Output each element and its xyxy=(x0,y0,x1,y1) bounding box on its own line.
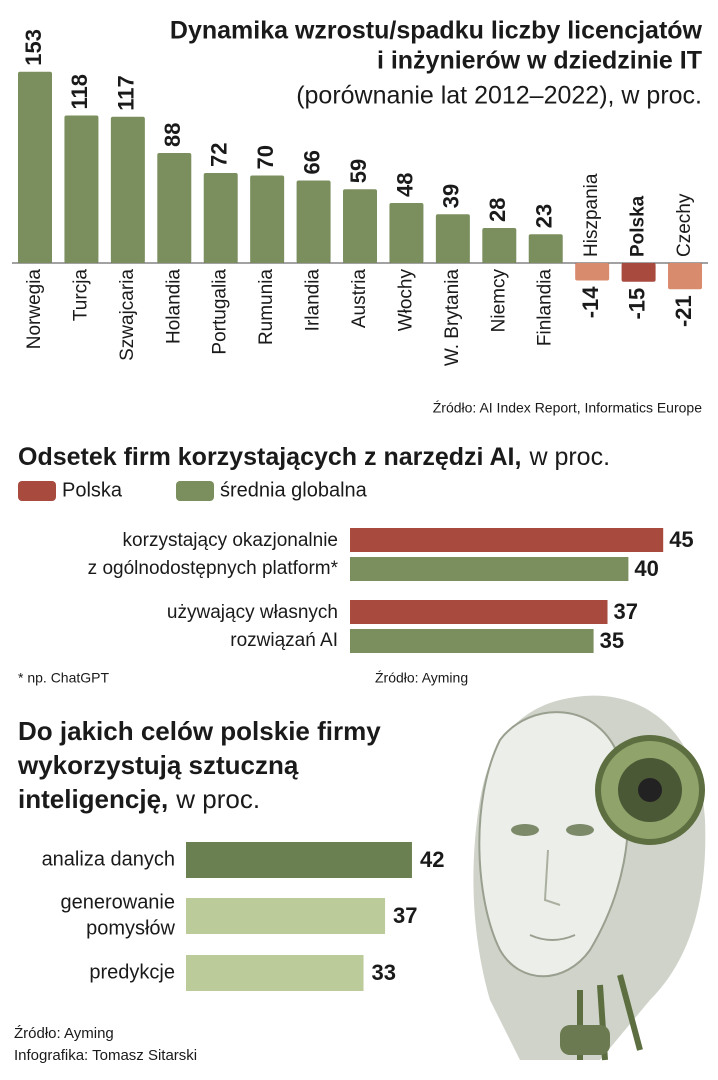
category-label: Turcja xyxy=(70,269,91,322)
category-label: Polska xyxy=(628,195,649,257)
category-label: z ogólnodostępnych platform* xyxy=(88,558,339,579)
bar xyxy=(186,898,386,934)
category-label: używający własnych xyxy=(167,602,338,623)
value-label: -15 xyxy=(624,288,649,320)
bar xyxy=(110,116,145,263)
credit: Infografika: Tomasz Sitarski xyxy=(14,1047,197,1064)
title-text: Odsetek firm korzystających z narzędzi A… xyxy=(18,443,521,471)
bar xyxy=(203,173,238,263)
value-label: 39 xyxy=(439,184,464,208)
value-label: 35 xyxy=(600,628,624,653)
value-label: 37 xyxy=(393,903,417,928)
bar xyxy=(64,115,99,263)
chart-title: Odsetek firm korzystających z narzędzi A… xyxy=(18,443,610,471)
chart-title: Dynamika wzrostu/spadku liczby licencjat… xyxy=(170,17,703,45)
bar xyxy=(186,955,364,991)
bar xyxy=(186,842,412,878)
category-label: Hiszpania xyxy=(581,173,602,257)
category-label: predykcje xyxy=(89,961,175,983)
category-label: W. Brytania xyxy=(442,269,463,367)
chart-title: wykorzystują sztuczną xyxy=(17,750,299,780)
bar xyxy=(435,214,470,263)
bar xyxy=(343,189,378,263)
chart-title: inteligencję, w proc. xyxy=(18,784,260,814)
category-label: Niemcy xyxy=(488,269,509,333)
bar xyxy=(528,234,563,263)
source: Źródło: Ayming xyxy=(14,1025,114,1042)
value-label: 33 xyxy=(372,960,396,985)
value-label: 37 xyxy=(614,599,638,624)
bar xyxy=(482,228,517,263)
value-label: 88 xyxy=(160,123,185,147)
category-label: Austria xyxy=(349,269,370,329)
value-label: 28 xyxy=(485,198,510,222)
category-label: Irlandia xyxy=(303,269,324,332)
category-label: generowanie xyxy=(60,891,175,913)
title-unit: w proc. xyxy=(528,443,610,471)
category-label: Holandia xyxy=(163,269,184,344)
title-text: Do jakich celów polskie firmy xyxy=(18,716,381,746)
bar xyxy=(575,263,610,281)
robot-illustration xyxy=(473,695,706,1061)
category-label: Rumunia xyxy=(256,269,277,345)
source: Źródło: AI Index Report, Informatics Eur… xyxy=(433,400,702,416)
source: Źródło: Ayming xyxy=(375,670,468,686)
value-label: 153 xyxy=(21,29,46,66)
value-label: 70 xyxy=(253,145,278,169)
category-label: Finlandia xyxy=(535,269,556,347)
value-label: 59 xyxy=(346,159,371,183)
bar xyxy=(668,263,703,290)
value-label: 117 xyxy=(114,75,139,111)
title-text: wykorzystują sztuczną xyxy=(17,750,299,780)
bar xyxy=(157,153,192,263)
bar xyxy=(350,557,629,581)
value-label: 40 xyxy=(634,556,658,581)
bar xyxy=(350,528,664,552)
value-label: 42 xyxy=(420,847,444,872)
chart-title: i inżynierów w dziedzinie IT xyxy=(377,47,702,75)
bar xyxy=(621,263,656,282)
legend-label: średnia globalna xyxy=(220,479,368,501)
bar xyxy=(389,203,424,263)
value-label: -14 xyxy=(578,286,603,319)
value-label: -21 xyxy=(671,295,696,327)
value-label: 45 xyxy=(669,527,693,552)
value-label: 23 xyxy=(532,204,557,228)
value-label: 118 xyxy=(67,74,92,110)
category-label: analiza danych xyxy=(42,848,175,870)
category-label: Czechy xyxy=(674,193,695,257)
legend-swatch xyxy=(18,481,56,501)
title-text: inteligencję, xyxy=(18,784,168,814)
value-label: 48 xyxy=(392,173,417,197)
category-label: korzystający okazjonalnie xyxy=(123,530,338,551)
legend-swatch xyxy=(176,481,214,501)
value-label: 72 xyxy=(207,143,232,167)
bar xyxy=(350,629,594,653)
title-unit: w proc. xyxy=(175,784,260,814)
footnote: * np. ChatGPT xyxy=(18,670,109,686)
category-label: Norwegia xyxy=(24,269,45,350)
chart-subtitle: (porównanie lat 2012–2022), w proc. xyxy=(296,82,702,110)
category-label: Włochy xyxy=(395,269,416,332)
category-label: Szwajcaria xyxy=(117,269,138,361)
bar xyxy=(250,175,285,263)
category-label: rozwiązań AI xyxy=(230,630,338,651)
chart-title: Do jakich celów polskie firmy xyxy=(18,716,381,746)
bar xyxy=(296,180,331,263)
category-label: pomysłów xyxy=(86,917,175,939)
bar xyxy=(350,600,608,624)
category-label: Portugalia xyxy=(210,269,231,355)
bar xyxy=(18,71,52,263)
legend-label: Polska xyxy=(62,479,123,501)
value-label: 66 xyxy=(299,150,324,174)
